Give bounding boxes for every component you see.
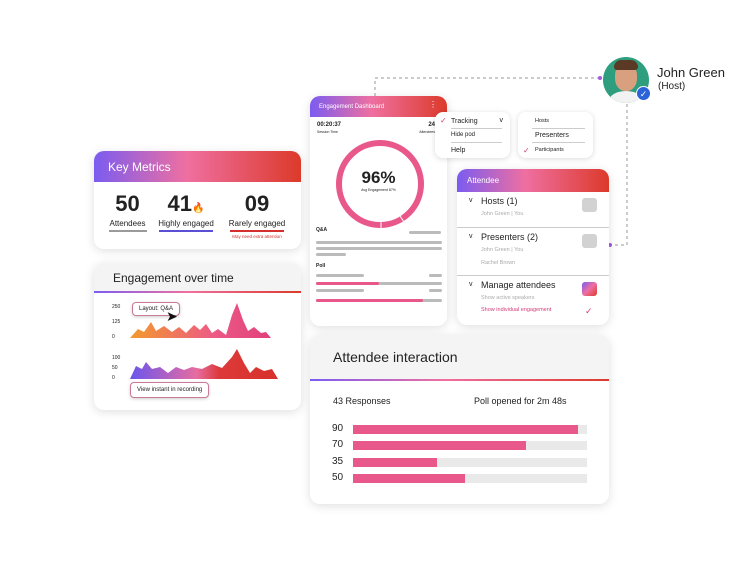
response-bar-track [353, 473, 587, 483]
host-entry: John Green | You [481, 211, 524, 217]
engagement-dashboard-card: Engagement Dashboard ⋮ 00:20:37 Session … [310, 96, 447, 326]
top-area-series [130, 303, 271, 338]
chevron-down-icon[interactable]: v [469, 197, 473, 204]
bottom-y-ticks: 100 50 0 [112, 355, 121, 381]
menu-item-help[interactable]: Help [451, 147, 466, 154]
bar-label: 70 [332, 439, 344, 451]
attendee-count: 24 [428, 122, 435, 128]
menu-item-hosts[interactable]: Hosts [535, 118, 550, 124]
attendee-title: Attendee [457, 169, 609, 192]
engagement-title: Engagement over time [94, 263, 301, 291]
bar-label: 90 [332, 423, 344, 434]
metric-value: 41 [167, 191, 193, 216]
role-filter-menu: Hosts Presenters ✓ Participants [518, 112, 593, 158]
verified-check-icon: ✓ [636, 86, 651, 101]
key-metrics-card: Key Metrics 50 Attendees 41🔥 Highly enga… [94, 151, 301, 249]
metric-value: 09 [244, 191, 270, 216]
response-bar-track [353, 457, 587, 467]
session-time: 00:20:37 [317, 122, 342, 128]
response-bar-fill [353, 441, 527, 451]
bottom-area-series [130, 349, 278, 379]
menu-item-participants[interactable]: Participants [535, 147, 564, 153]
interaction-title: Attendee interaction [310, 335, 609, 379]
check-icon: ✓ [440, 116, 447, 125]
response-bar-fill [353, 473, 466, 483]
menu-item-tracking[interactable]: Tracking [451, 118, 478, 125]
responses-count: 43 Responses [333, 396, 391, 406]
key-metrics-title: Key Metrics [94, 151, 301, 182]
menu-item-presenters[interactable]: Presenters [535, 132, 569, 139]
poll-label: Poll [316, 263, 326, 269]
metric-rarely-engaged: 09 Rarely engaged May need extra attenti… [224, 191, 290, 239]
tracking-menu: ✓ Tracking v Hide pod Help [435, 112, 510, 158]
chevron-down-icon[interactable]: v [469, 233, 473, 240]
avg-engagement-label: Avg Engagement 87% [361, 188, 396, 192]
poll-bar-fill [316, 299, 424, 302]
section-hosts[interactable]: Hosts (1) [481, 196, 518, 206]
poll-bar-fill [316, 282, 379, 285]
metric-label: Attendees [109, 219, 146, 228]
host-avatar[interactable] [603, 57, 649, 103]
response-bar-track [353, 441, 587, 451]
host-name: John Green [657, 65, 725, 80]
tooltip-layout: Layout: Q&A [132, 302, 181, 316]
fire-icon: 🔥 [192, 203, 205, 214]
dashboard-title: Engagement Dashboard [310, 96, 447, 117]
check-icon: ✓ [523, 146, 530, 155]
view-in-recording-button[interactable]: View instant in recording [130, 382, 210, 398]
metric-attendees: 50 Attendees [94, 191, 161, 232]
qa-label: Q&A [316, 227, 328, 233]
metric-value: 50 [115, 191, 140, 216]
response-bar-fill [353, 457, 438, 467]
section-presenters[interactable]: Presenters (2) [481, 232, 539, 242]
cursor-icon: ➤ [166, 308, 178, 324]
top-y-ticks: 250 125 0 [112, 304, 121, 340]
engagement-ring [336, 140, 424, 228]
poll-duration: Poll opened for 2m 48s [474, 396, 567, 406]
presenter-entry: Rachel Brown [481, 260, 516, 266]
metric-highly-engaged: 41🔥 Highly engaged [156, 191, 216, 232]
session-label: Session Time [317, 130, 339, 134]
metric-note: May need extra attention [232, 234, 282, 239]
engagement-over-time-card: Engagement over time 250 125 0 100 50 0 Layo… [94, 263, 301, 410]
menu-item-hide-pod[interactable]: Hide pod [451, 132, 476, 138]
engagement-percent: 96% [361, 168, 396, 187]
attendee-interaction-card: Attendee interaction 43 Responses Poll o… [310, 335, 609, 504]
engagement-area-charts [130, 303, 278, 379]
bar-label: 35 [332, 455, 344, 467]
metric-label: Highly engaged [158, 219, 214, 228]
option-show-active-speakers[interactable]: Show active speakers [481, 295, 535, 301]
check-icon: ✓ [585, 306, 593, 316]
attendee-panel: Attendee v Hosts (1) John Green | You v … [457, 169, 609, 325]
more-options-icon[interactable]: ⋮ [429, 100, 437, 109]
hosts-toggle[interactable] [582, 198, 597, 212]
option-show-individual-engagement[interactable]: Show individual engagement [481, 307, 552, 313]
presenter-entry: John Green | You [481, 247, 524, 253]
chevron-down-icon[interactable]: v [469, 281, 473, 288]
bar-label: 50 [332, 471, 344, 483]
metric-label: Rarely engaged [228, 219, 286, 228]
chevron-down-icon[interactable]: v [499, 117, 504, 124]
attendees-label: Attendees [419, 130, 435, 134]
host-role: (Host) [658, 81, 686, 92]
presenters-toggle[interactable] [582, 234, 597, 248]
section-manage-attendees[interactable]: Manage attendees [481, 280, 556, 290]
response-bar-fill [353, 425, 578, 434]
manage-attendees-toggle[interactable] [582, 282, 597, 296]
response-bar-track [353, 425, 587, 434]
